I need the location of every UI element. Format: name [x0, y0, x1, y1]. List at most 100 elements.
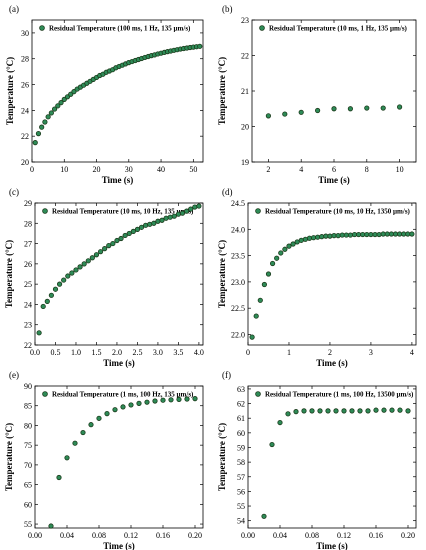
- data-point-d: [335, 233, 341, 239]
- data-point-a: [58, 100, 64, 106]
- data-point-f: [333, 408, 339, 414]
- legend-marker-c: [42, 208, 48, 214]
- legend-marker-b: [259, 25, 265, 31]
- panel-label-c: (c): [9, 187, 19, 197]
- data-point-c: [85, 258, 91, 264]
- x-tick-label-e: 0.04: [60, 531, 74, 540]
- y-tick-label-a: 28: [21, 55, 29, 64]
- data-point-d: [265, 271, 272, 277]
- data-point-c: [93, 252, 100, 258]
- data-point-d: [249, 334, 255, 340]
- data-point-a: [35, 131, 42, 137]
- data-point-e: [120, 404, 126, 410]
- data-point-d: [286, 243, 292, 249]
- data-point-d: [315, 234, 321, 240]
- data-point-c: [65, 273, 71, 279]
- data-point-b: [364, 105, 370, 111]
- data-point-f: [349, 408, 355, 414]
- data-point-e: [184, 396, 190, 402]
- x-tick-label-c: 1.5: [91, 348, 101, 357]
- y-axis-title-a: Temperature (°C): [5, 57, 15, 125]
- data-point-e: [152, 398, 158, 404]
- data-point-f: [405, 408, 411, 414]
- y-tick-label-c: 29: [24, 199, 32, 208]
- data-point-a: [197, 43, 203, 49]
- data-point-b: [397, 104, 403, 110]
- data-point-d: [409, 231, 415, 237]
- data-point-c: [138, 224, 145, 230]
- data-point-e: [80, 429, 86, 436]
- x-tick-label-a: 30: [125, 165, 133, 174]
- data-point-f: [325, 408, 331, 414]
- x-tick-label-c: 0.0: [30, 348, 40, 357]
- data-point-e: [168, 397, 174, 403]
- x-tick-label-a: 10: [60, 165, 68, 174]
- data-point-c: [184, 208, 190, 214]
- y-tick-label-d: 23.0: [231, 278, 245, 287]
- panel-label-f: (f): [222, 370, 231, 380]
- data-point-e: [112, 407, 118, 413]
- data-point-c: [122, 232, 128, 239]
- data-point-c: [69, 270, 75, 276]
- legend-marker-d: [255, 208, 261, 214]
- x-tick-label-f: 0.04: [273, 531, 287, 540]
- data-point-f: [317, 408, 323, 414]
- data-point-f: [277, 419, 283, 426]
- data-point-b: [315, 107, 321, 114]
- x-tick-label-b: 2: [266, 165, 270, 174]
- x-tick-label-c: 3.0: [153, 348, 163, 357]
- panel-label-a: (a): [9, 4, 19, 14]
- data-point-c: [81, 261, 87, 267]
- data-point-c: [36, 330, 42, 336]
- x-tick-label-f: 0.00: [241, 531, 255, 540]
- data-point-c: [130, 228, 136, 235]
- x-tick-label-e: 0.20: [188, 531, 202, 540]
- y-axis-title-c: Temperature (°C): [4, 240, 14, 308]
- data-point-c: [56, 281, 63, 287]
- y-tick-label-f: 60: [237, 429, 245, 438]
- y-tick-label-c: 27: [24, 240, 32, 249]
- data-point-e: [64, 455, 70, 461]
- y-tick-label-c: 26: [24, 260, 32, 269]
- y-tick-label-e: 70: [24, 461, 32, 470]
- data-point-c: [143, 222, 149, 228]
- y-tick-label-d: 24.5: [231, 199, 245, 208]
- y-tick-label-c: 23: [24, 321, 32, 330]
- y-tick-label-e: 80: [24, 421, 32, 430]
- y-tick-label-c: 25: [24, 280, 32, 289]
- x-tick-label-d: 1: [287, 348, 291, 357]
- x-tick-label-e: 0.12: [124, 531, 138, 540]
- x-tick-label-f: 0.16: [369, 531, 383, 540]
- data-point-d: [282, 246, 288, 252]
- data-point-f: [373, 407, 379, 413]
- y-tick-label-f: 62: [237, 400, 245, 409]
- y-tick-label-c: 22: [24, 341, 32, 350]
- data-point-c: [155, 218, 161, 224]
- x-tick-label-d: 4: [410, 348, 414, 357]
- y-tick-label-e: 60: [24, 500, 32, 509]
- data-point-e: [56, 474, 62, 481]
- data-point-c: [147, 221, 153, 227]
- data-point-f: [397, 407, 403, 413]
- panel-e: (e) 0.00 0.04 0.08 0.12 0.16 0.20 55 60 65 70 75 80 8…: [4, 370, 204, 550]
- x-tick-label-d: 2: [328, 348, 332, 357]
- plot-frame-e: [34, 385, 204, 529]
- data-point-f: [381, 407, 387, 413]
- data-point-e: [104, 411, 110, 417]
- y-tick-label-f: 55: [237, 502, 245, 511]
- x-tick-label-a: 40: [157, 165, 165, 174]
- y-tick-label-a: 22: [21, 132, 29, 141]
- x-axis-title-a: Time (s): [102, 175, 134, 185]
- data-point-c: [73, 267, 79, 273]
- y-tick-label-d: 24.0: [231, 225, 245, 234]
- data-point-c: [114, 237, 120, 244]
- data-point-f: [293, 409, 299, 415]
- x-tick-label-b: 6: [332, 165, 336, 174]
- data-point-c: [163, 215, 169, 221]
- x-tick-label-c: 2.0: [112, 348, 122, 357]
- legend-marker-f: [255, 391, 261, 397]
- data-point-e: [176, 396, 182, 403]
- data-point-d: [253, 313, 259, 319]
- data-point-d: [302, 236, 308, 242]
- y-tick-label-e: 55: [24, 520, 32, 529]
